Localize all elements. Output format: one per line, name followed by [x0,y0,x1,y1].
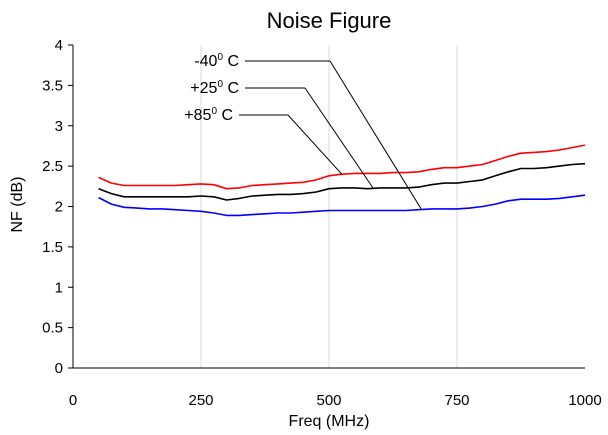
y-tick-label: 0 [55,360,63,377]
y-tick-label: 2 [55,199,63,216]
annotation-leader-diagonal [304,87,374,190]
series-line-3 [98,194,586,217]
series-lines [98,144,586,217]
grid [200,45,458,368]
y-tick-label: 2.5 [42,158,63,175]
annotation-leader-diagonal [287,114,343,175]
chart-title: Noise Figure [267,8,392,33]
annotations: -400 C +250 C +850 C [184,52,422,210]
y-tick-label: 1.5 [42,239,63,256]
series-line-2 [98,144,586,190]
y-tick-label: 4 [55,37,63,54]
y-tick-label: 3.5 [42,77,63,94]
x-axis-title: Freq (MHz) [289,413,370,430]
y-tick-label: 0.5 [42,320,63,337]
x-tick-label: 1000 [568,392,601,409]
x-tick-label: 0 [69,392,77,409]
y-tick-label: 3 [55,118,63,135]
x-tick-label: 750 [444,392,469,409]
y-axis-title: NF (dB) [9,177,26,233]
x-tick-label: 250 [188,392,213,409]
chart-text: Noise Figure Freq (MHz) NF (dB) [9,8,391,430]
y-tick-label: 1 [55,279,63,296]
annotation-label: +850 C [184,106,233,124]
annotation-label: -400 C [194,52,239,70]
axes: 0 0.5 1 1.5 2 2.5 3 3.5 4 0 250 500 750 1000 [42,37,602,409]
series-line-1 [98,162,586,201]
annotation-leader-diagonal [329,60,422,210]
x-tick-label: 500 [316,392,341,409]
annotation-label: +250 C [190,79,239,97]
